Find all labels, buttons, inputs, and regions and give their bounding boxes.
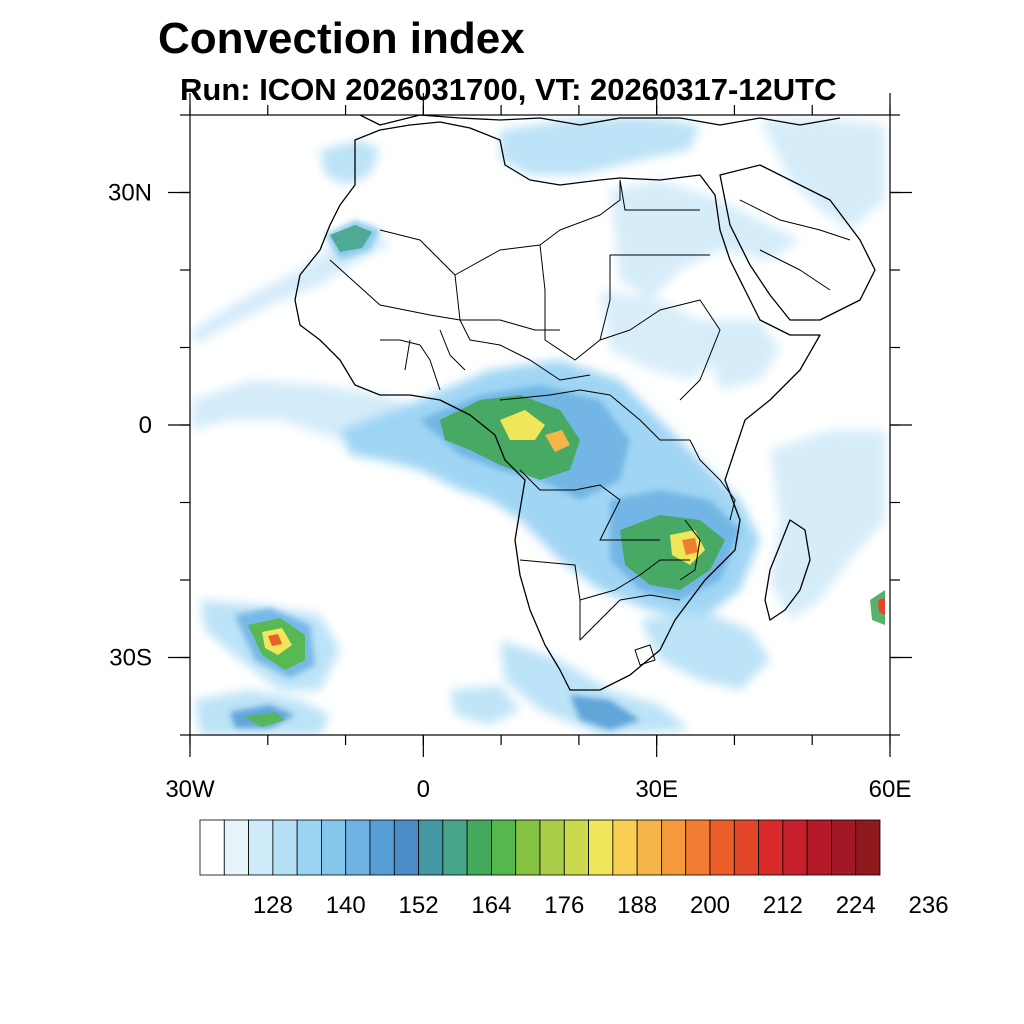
colorbar-label: 236 (909, 892, 949, 919)
colorbar-swatch (491, 819, 517, 876)
field-blob-arabia-east (760, 118, 885, 230)
colorbar-label: 164 (471, 892, 511, 919)
field-blob-morocco (320, 140, 380, 185)
y-axis-labels: 30N 0 30S (108, 180, 152, 672)
border-drc-angola (519, 469, 660, 541)
border-west-africa-coast (380, 329, 466, 391)
madagascar-coastline (764, 519, 811, 621)
field-hot-zambia-east (682, 538, 698, 555)
africa-coastline (294, 121, 821, 691)
border-arabia-interior (739, 199, 851, 291)
field-blob-south-africa-east (640, 610, 770, 690)
colorbar-swatch (636, 819, 662, 876)
field-blob-ethiopia (700, 320, 780, 390)
colorbar-swatch (588, 819, 614, 876)
axis-ticks (168, 93, 912, 757)
colorbar-swatch (563, 819, 589, 876)
border-egypt-libya (619, 179, 700, 211)
colorbar-swatch (758, 819, 784, 876)
colorbar-label: 212 (763, 892, 803, 919)
colorbar-swatch (296, 819, 322, 876)
x-axis-labels: 30W 0 30E 60E (165, 776, 911, 803)
colorbar-swatch (709, 819, 735, 876)
field-green-western-sahara (330, 225, 372, 252)
colorbar (199, 819, 881, 876)
border-east-africa (689, 439, 736, 521)
country-borders (329, 179, 851, 666)
field-mid-cape-south (570, 695, 640, 730)
colorbar-label: 140 (326, 892, 366, 919)
colorbar-swatch (248, 819, 274, 876)
x-tick-label: 60E (869, 776, 912, 803)
colorbar-swatch (855, 819, 881, 876)
colorbar-swatch (515, 819, 541, 876)
colorbar-label: 188 (617, 892, 657, 919)
field-blob-indian-ocean-north (770, 430, 885, 620)
europe-coastline (359, 115, 841, 126)
colorbar-swatch (466, 819, 492, 876)
colorbar-swatch (418, 819, 444, 876)
field-green-southwest-edge (245, 712, 285, 727)
field-blob-sahel (600, 290, 720, 380)
colorbar-swatch (345, 819, 371, 876)
y-tick-label: 30S (109, 645, 152, 672)
convection-field-high (245, 225, 885, 727)
colorbar-swatch (661, 819, 687, 876)
field-hot-congo (545, 430, 570, 452)
x-tick-label: 0 (417, 776, 430, 803)
chart-subtitle: Run: ICON 2026031700, VT: 20260317-12UTC (180, 72, 837, 107)
colorbar-swatch (831, 819, 857, 876)
chart-title: Convection index (158, 14, 525, 63)
colorbar-swatch (321, 819, 347, 876)
colorbar-swatch (685, 819, 711, 876)
x-tick-label: 30W (165, 776, 215, 803)
field-green-southeast-edge (870, 590, 885, 625)
colorbar-swatch (612, 819, 638, 876)
colorbar-swatch (369, 819, 395, 876)
colorbar-swatch (442, 819, 468, 876)
border-central-africa (499, 389, 690, 441)
border-lesotho (634, 644, 656, 666)
field-blob-mediterranean (500, 118, 700, 175)
colorbar-label: 176 (544, 892, 584, 919)
coastlines (294, 115, 876, 691)
border-ethiopia-sudan (599, 299, 721, 401)
colorbar-swatch (733, 819, 759, 876)
x-tick-label: 30E (635, 776, 678, 803)
colorbar-label: 152 (399, 892, 439, 919)
colorbar-swatch (199, 819, 225, 876)
colorbar-labels: 128 140 152 164 176 188 200 212 224 236 (253, 892, 949, 919)
border-niger-mali (454, 274, 591, 381)
field-blob-south-central (450, 685, 520, 725)
y-tick-label: 0 (139, 412, 152, 439)
field-hot-southeast-edge (878, 598, 885, 615)
border-southern-africa (519, 559, 681, 641)
field-layer (190, 115, 890, 735)
field-blob-cape-south (500, 640, 690, 735)
border-namibia-botswana (579, 559, 690, 601)
border-mozambique (679, 519, 701, 581)
field-hot-gabon (500, 410, 545, 440)
colorbar-swatch (539, 819, 565, 876)
arabia-coastline (719, 164, 876, 321)
colorbar-swatch (806, 819, 832, 876)
colorbar-label: 200 (690, 892, 730, 919)
colorbar-swatch (393, 819, 419, 876)
colorbar-swatch (223, 819, 249, 876)
colorbar-swatch (782, 819, 808, 876)
y-tick-label: 30N (108, 180, 152, 207)
colorbar-swatch (272, 819, 298, 876)
colorbar-label: 128 (253, 892, 293, 919)
colorbar-label: 224 (836, 892, 876, 919)
field-hot-south-atlantic-core (268, 634, 282, 646)
